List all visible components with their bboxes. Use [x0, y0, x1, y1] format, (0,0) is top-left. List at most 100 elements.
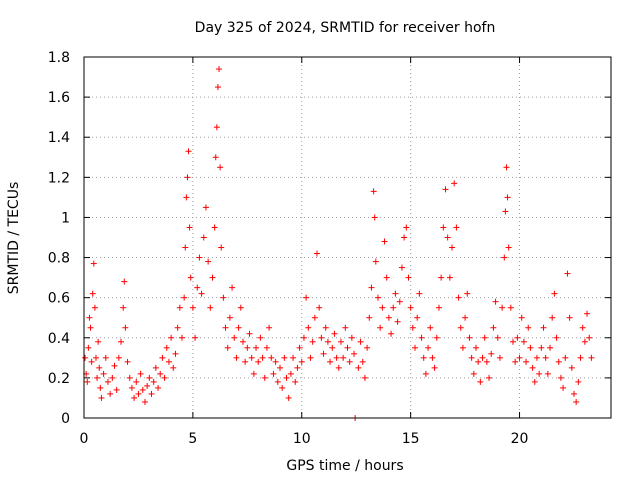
data-point — [126, 374, 133, 381]
data-point — [337, 338, 344, 345]
data-point — [398, 264, 405, 271]
data-point — [86, 314, 93, 321]
data-point — [516, 354, 523, 361]
data-point — [155, 384, 162, 391]
data-point — [475, 358, 482, 365]
data-point — [477, 378, 484, 385]
data-point — [472, 344, 479, 351]
data-point — [372, 258, 379, 265]
data-point — [250, 370, 257, 377]
data-point — [368, 284, 375, 291]
data-point — [176, 304, 183, 311]
data-point — [440, 224, 447, 231]
data-point — [183, 194, 190, 201]
data-point — [285, 394, 292, 401]
data-point — [409, 324, 416, 331]
data-point — [464, 290, 471, 297]
x-tick-label: 10 — [293, 431, 311, 447]
data-point — [122, 324, 129, 331]
data-point — [270, 370, 277, 377]
data-point — [416, 290, 423, 297]
data-point — [392, 290, 399, 297]
data-point — [90, 260, 97, 267]
data-point — [104, 378, 111, 385]
data-point — [133, 378, 140, 385]
data-point — [98, 394, 105, 401]
data-point — [381, 238, 388, 245]
data-point — [586, 334, 593, 341]
data-point — [120, 304, 127, 311]
data-point — [512, 358, 519, 365]
x-tick-label: 0 — [80, 431, 89, 447]
y-tick-label: 0.6 — [48, 291, 70, 307]
data-point — [518, 314, 525, 321]
data-point — [490, 324, 497, 331]
x-tick-label: 20 — [511, 431, 529, 447]
data-point — [248, 354, 255, 361]
data-point — [340, 354, 347, 361]
data-point — [259, 354, 266, 361]
data-point — [311, 314, 318, 321]
data-point — [305, 324, 312, 331]
data-point — [390, 304, 397, 311]
data-point — [462, 314, 469, 321]
data-point — [88, 358, 95, 365]
data-point — [268, 354, 275, 361]
data-point — [451, 180, 458, 187]
data-point — [560, 384, 567, 391]
data-point — [555, 358, 562, 365]
data-point — [431, 364, 438, 371]
data-point — [263, 344, 270, 351]
data-point — [174, 324, 181, 331]
data-point — [279, 384, 286, 391]
plot-frame — [83, 56, 612, 419]
data-point — [444, 234, 451, 241]
data-point — [118, 338, 125, 345]
data-point — [168, 334, 175, 341]
data-point — [547, 344, 554, 351]
data-point — [242, 358, 249, 365]
data-point — [579, 324, 586, 331]
data-point — [137, 370, 144, 377]
data-point — [281, 354, 288, 361]
data-point — [96, 364, 103, 371]
data-point — [383, 274, 390, 281]
data-point — [178, 334, 185, 341]
y-tick-label: 1.2 — [48, 170, 70, 186]
grid-lines — [84, 57, 611, 418]
data-point — [226, 314, 233, 321]
data-point — [261, 374, 268, 381]
data-point — [165, 358, 172, 365]
data-point — [396, 298, 403, 305]
data-point — [327, 358, 334, 365]
data-point — [355, 364, 362, 371]
data-point — [420, 354, 427, 361]
data-point — [95, 338, 102, 345]
data-point — [557, 374, 564, 381]
data-point — [97, 384, 104, 391]
data-point — [318, 334, 325, 341]
data-point — [492, 298, 499, 305]
data-point — [276, 364, 283, 371]
y-tick-labels: 0 0.2 0.4 0.6 0.8 1 1.2 1.4 1.6 1.8 — [48, 50, 70, 427]
data-point — [157, 370, 164, 377]
data-point — [150, 378, 157, 385]
data-point — [237, 304, 244, 311]
data-point — [172, 350, 179, 357]
data-point — [196, 254, 203, 261]
data-point — [89, 290, 96, 297]
data-point — [211, 224, 218, 231]
data-point — [92, 354, 99, 361]
data-point — [287, 370, 294, 377]
data-point — [361, 374, 368, 381]
data-point — [407, 304, 414, 311]
data-point — [496, 354, 503, 361]
data-point — [100, 370, 107, 377]
data-point — [374, 294, 381, 301]
y-tick-label: 1.6 — [48, 90, 70, 106]
axis-ticks — [83, 56, 611, 419]
data-point — [294, 364, 301, 371]
data-point — [148, 390, 155, 397]
data-point — [377, 324, 384, 331]
data-point — [529, 364, 536, 371]
